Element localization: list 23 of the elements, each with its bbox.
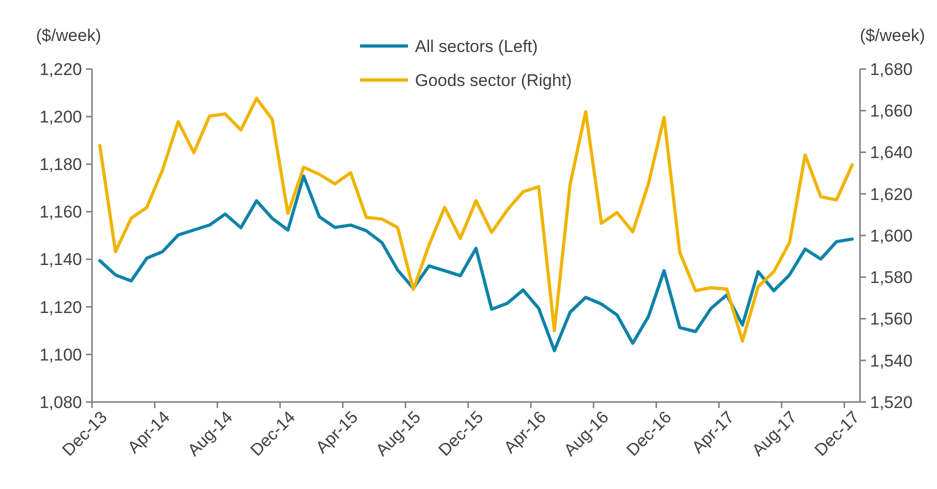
y2-tick-label: 1,660	[870, 102, 913, 121]
y-tick-label: 1,220	[39, 60, 82, 79]
y2-tick-label: 1,600	[870, 226, 913, 246]
legend-label: Goods sector (Right)	[415, 70, 572, 90]
y-tick-label: 1,180	[39, 155, 82, 174]
y-tick-label: 1,120	[39, 298, 82, 317]
y2-tick-label: 1,680	[870, 60, 913, 79]
line-series	[98, 96, 854, 343]
line-series	[98, 174, 854, 352]
y2-tick-label: 1,560	[870, 310, 913, 329]
y2-tick-label: 1,580	[870, 268, 913, 288]
legend-label: All sectors (Left)	[415, 36, 538, 56]
y-axis-title: ($/week)	[36, 26, 102, 45]
y2-tick-label: 1,640	[870, 143, 913, 162]
y2-axis-title: ($/week)	[860, 26, 925, 45]
y-tick-label: 1,080	[39, 392, 82, 412]
y-tick-label: 1,200	[39, 108, 82, 127]
y-tick-label: 1,160	[39, 202, 82, 222]
y2-tick-label: 1,520	[870, 392, 913, 412]
y2-tick-label: 1,540	[870, 351, 913, 370]
y-tick-label: 1,140	[39, 250, 82, 270]
y-tick-label: 1,100	[39, 345, 82, 364]
y2-tick-label: 1,620	[870, 184, 913, 204]
